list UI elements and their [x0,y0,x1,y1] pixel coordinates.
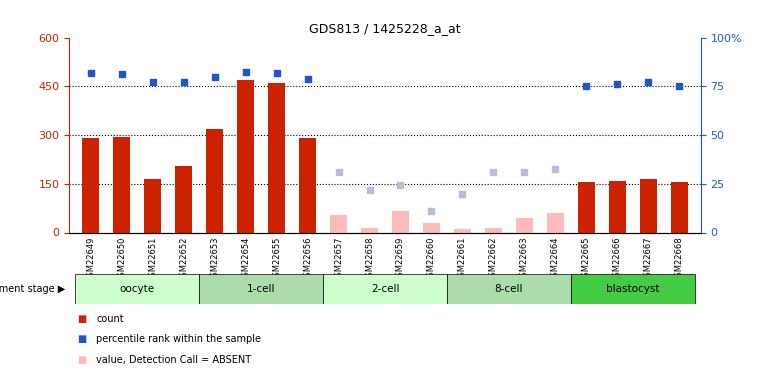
Text: ■: ■ [77,314,86,324]
Bar [608,180,626,232]
Title: GDS813 / 1425228_a_at: GDS813 / 1425228_a_at [310,22,460,35]
Text: GSM22661: GSM22661 [458,236,467,282]
Text: GSM22653: GSM22653 [210,236,219,282]
Text: 8-cell: 8-cell [494,284,523,294]
Text: GSM22666: GSM22666 [613,236,621,282]
Bar [516,218,533,232]
Bar [323,274,447,304]
Bar [299,138,316,232]
Text: GSM22650: GSM22650 [117,236,126,282]
Bar [199,274,323,304]
Text: ■: ■ [77,334,86,344]
Bar [485,228,502,232]
Bar [113,136,130,232]
Bar [547,213,564,232]
Text: GSM22654: GSM22654 [241,236,250,282]
Text: GSM22664: GSM22664 [551,236,560,282]
Bar [447,274,571,304]
Bar [330,214,347,232]
Text: GSM22658: GSM22658 [365,236,374,282]
Text: value, Detection Call = ABSENT: value, Detection Call = ABSENT [96,355,251,365]
Text: GSM22663: GSM22663 [520,236,529,282]
Text: GSM22652: GSM22652 [179,236,189,282]
Bar [392,211,409,232]
Text: GSM22668: GSM22668 [675,236,684,282]
Text: 2-cell: 2-cell [370,284,400,294]
Bar [176,166,192,232]
Bar [571,274,695,304]
Bar [454,229,471,232]
Bar [268,83,285,232]
Text: GSM22667: GSM22667 [644,236,653,282]
Bar [640,179,657,232]
Bar [82,138,99,232]
Text: percentile rank within the sample: percentile rank within the sample [96,334,261,344]
Text: GSM22659: GSM22659 [396,236,405,282]
Text: GSM22651: GSM22651 [149,236,157,282]
Text: GSM22665: GSM22665 [581,236,591,282]
Bar [237,80,254,232]
Text: ■: ■ [77,355,86,365]
Bar [144,179,162,232]
Bar [75,274,199,304]
Bar [578,182,594,232]
Bar [423,223,440,232]
Text: 1-cell: 1-cell [247,284,276,294]
Text: GSM22656: GSM22656 [303,236,312,282]
Text: development stage ▶: development stage ▶ [0,284,65,294]
Text: GSM22655: GSM22655 [272,236,281,282]
Text: GSM22662: GSM22662 [489,236,498,282]
Text: count: count [96,314,124,324]
Text: GSM22649: GSM22649 [86,236,95,282]
Bar [206,129,223,232]
Text: oocyte: oocyte [120,284,155,294]
Text: GSM22657: GSM22657 [334,236,343,282]
Text: GSM22660: GSM22660 [427,236,436,282]
Bar [361,228,378,232]
Bar [671,182,688,232]
Text: blastocyst: blastocyst [606,284,659,294]
